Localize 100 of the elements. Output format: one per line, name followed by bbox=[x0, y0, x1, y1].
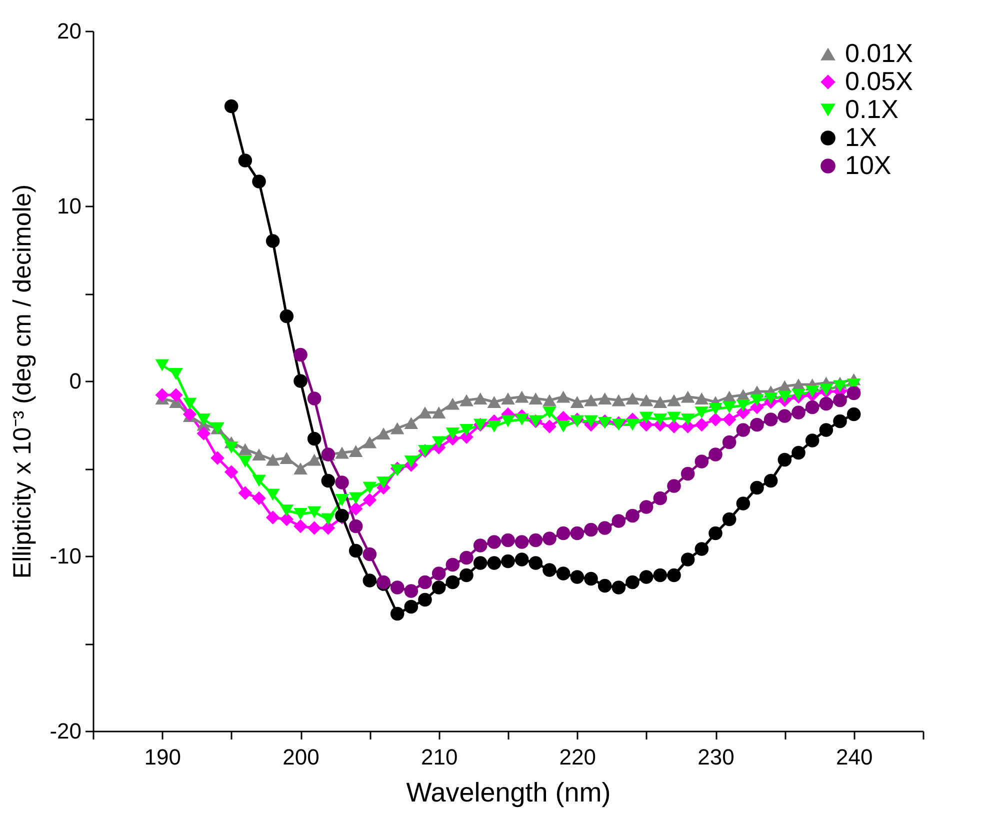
point bbox=[722, 435, 736, 450]
point bbox=[266, 454, 280, 466]
point bbox=[238, 456, 252, 468]
point bbox=[224, 465, 238, 479]
point bbox=[736, 423, 750, 437]
y-tick-label: 20 bbox=[57, 18, 82, 44]
point bbox=[432, 406, 446, 418]
point bbox=[612, 418, 626, 431]
legend-label: 0.01X bbox=[845, 38, 913, 68]
x-axis-title: Wavelength (nm) bbox=[406, 778, 611, 808]
point bbox=[833, 393, 847, 408]
point bbox=[542, 420, 556, 434]
point bbox=[348, 492, 363, 504]
point bbox=[473, 392, 488, 404]
point bbox=[542, 394, 556, 406]
point bbox=[805, 386, 820, 398]
point bbox=[680, 466, 695, 481]
point bbox=[307, 454, 322, 466]
point bbox=[584, 415, 598, 428]
point bbox=[460, 424, 474, 436]
point bbox=[307, 521, 322, 535]
point bbox=[348, 544, 363, 558]
point bbox=[348, 445, 363, 457]
point bbox=[169, 388, 183, 402]
point bbox=[626, 392, 640, 404]
point bbox=[612, 580, 626, 594]
point bbox=[667, 394, 681, 406]
point bbox=[819, 396, 834, 411]
point bbox=[362, 574, 377, 588]
point bbox=[210, 451, 224, 465]
point bbox=[390, 580, 404, 594]
point bbox=[626, 575, 640, 590]
point bbox=[612, 394, 626, 406]
point bbox=[528, 556, 543, 570]
point bbox=[598, 392, 612, 404]
point bbox=[778, 390, 792, 403]
point bbox=[294, 348, 308, 362]
point bbox=[196, 414, 211, 426]
point bbox=[224, 99, 238, 114]
point bbox=[584, 522, 598, 537]
legend-label: 0.05X bbox=[845, 66, 913, 96]
point bbox=[792, 389, 806, 401]
point bbox=[736, 400, 750, 412]
point bbox=[335, 476, 349, 490]
point bbox=[639, 394, 654, 406]
point bbox=[404, 584, 418, 598]
point bbox=[266, 510, 280, 524]
point bbox=[446, 558, 460, 572]
point bbox=[708, 412, 722, 426]
point bbox=[694, 418, 709, 432]
point bbox=[252, 174, 266, 188]
point bbox=[792, 406, 806, 420]
x-tick-label: 220 bbox=[559, 744, 596, 770]
point bbox=[404, 417, 418, 429]
point bbox=[653, 396, 668, 408]
point bbox=[390, 422, 404, 434]
point bbox=[570, 570, 584, 584]
point bbox=[805, 434, 820, 448]
point bbox=[778, 452, 792, 467]
point bbox=[390, 606, 404, 621]
point bbox=[501, 554, 515, 568]
point bbox=[501, 392, 515, 404]
point bbox=[639, 412, 654, 424]
point bbox=[362, 436, 377, 448]
point bbox=[362, 493, 377, 507]
point bbox=[266, 234, 280, 248]
point bbox=[280, 512, 294, 526]
point bbox=[542, 563, 556, 577]
point bbox=[362, 482, 377, 494]
point bbox=[584, 572, 598, 586]
point bbox=[307, 432, 322, 446]
point bbox=[487, 396, 502, 408]
point bbox=[460, 394, 474, 406]
point bbox=[252, 491, 266, 506]
point bbox=[708, 448, 722, 462]
point bbox=[307, 506, 322, 518]
point bbox=[556, 526, 570, 540]
point bbox=[404, 600, 418, 614]
point bbox=[155, 359, 170, 372]
point bbox=[473, 556, 488, 570]
point bbox=[598, 417, 612, 429]
point bbox=[487, 556, 502, 570]
point bbox=[238, 486, 252, 500]
point bbox=[169, 368, 183, 380]
point bbox=[473, 538, 488, 552]
point bbox=[266, 488, 280, 501]
point bbox=[667, 568, 681, 582]
point bbox=[418, 406, 432, 418]
x-tick-label: 210 bbox=[420, 744, 458, 770]
point bbox=[694, 542, 709, 556]
y-tick-label: -20 bbox=[50, 718, 82, 744]
point bbox=[432, 436, 446, 448]
point bbox=[556, 390, 570, 403]
point bbox=[722, 401, 736, 414]
point bbox=[432, 566, 446, 580]
point bbox=[294, 462, 308, 474]
point bbox=[528, 533, 543, 548]
point bbox=[667, 479, 681, 493]
point bbox=[321, 513, 336, 526]
point bbox=[390, 464, 404, 476]
